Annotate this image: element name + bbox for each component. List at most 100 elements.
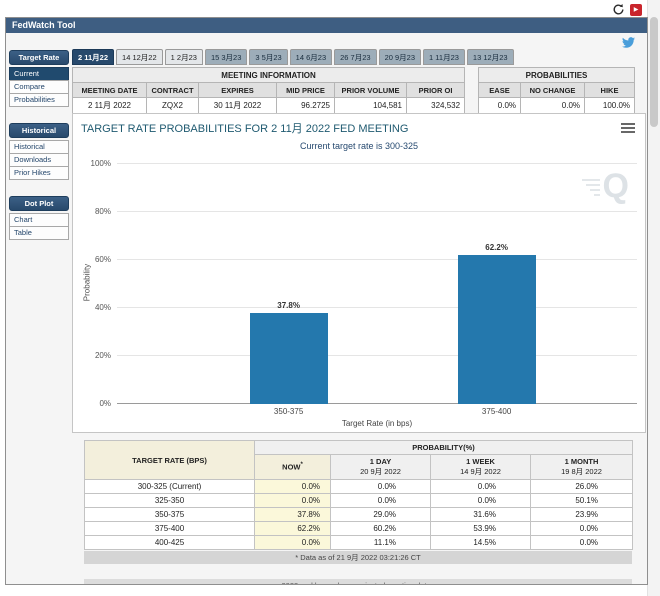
column-header-1day: 1 DAY 20 9月 2022: [330, 454, 431, 480]
probability-row: 300-325 (Current) 0.0% 0.0% 0.0% 26.0%: [84, 479, 633, 494]
sidebar-item-downloads[interactable]: Downloads: [9, 153, 69, 167]
table-title-row: MEETING INFORMATION: [71, 67, 466, 83]
tab-meeting-8[interactable]: 1 11月23: [423, 49, 465, 65]
scrollbar-thumb[interactable]: [650, 17, 658, 127]
tab-meeting-2[interactable]: 1 2月23: [164, 49, 203, 65]
now-cell: 62.2%: [254, 521, 331, 536]
bar-value-label: 62.2%: [485, 242, 508, 252]
prior-volume-value: 104,581: [334, 97, 407, 114]
y-axis-tick-label: 60%: [94, 255, 111, 264]
sidebar-item-chart[interactable]: Chart: [9, 213, 69, 227]
x-axis-categories: 350-375 375-400: [117, 407, 637, 417]
y-axis-tick-label: 0%: [99, 399, 111, 408]
page-scrollbar[interactable]: [647, 0, 660, 596]
window-title: FedWatch Tool: [12, 20, 76, 30]
tab-meeting-9[interactable]: 13 12月23: [466, 49, 514, 65]
x-axis-category-label: 350-375: [273, 407, 304, 416]
sidebar-header-target-rate[interactable]: Target Rate: [9, 50, 69, 65]
probability-row: 375-400 62.2% 60.2% 53.9% 0.0%: [84, 521, 633, 536]
column-header-prior-oi: PRIOR OI: [405, 82, 466, 98]
table-title-row: PROBABILITIES: [477, 67, 636, 83]
sidebar-header-historical[interactable]: Historical: [9, 123, 69, 138]
plot-area: 0% 20% 40% 60% 80% 100% 37.8% 62.2%: [91, 160, 637, 408]
probabilities-title: PROBABILITIES: [477, 67, 636, 83]
day-cell: 0.0%: [330, 479, 431, 494]
mid-price-value: 96.2725: [276, 97, 335, 114]
column-header-hike: HIKE: [583, 82, 636, 98]
gridline: [117, 307, 637, 308]
target-rate-cell: 375-400: [84, 521, 255, 536]
week-cell: 0.0%: [430, 479, 531, 494]
sidebar-group-historical: Historical Historical Downloads Prior Hi…: [9, 123, 69, 180]
data-as-of-footnote: * Data as of 21 9月 2022 03:21:26 CT: [84, 551, 632, 564]
play-glyph: ▶: [633, 6, 639, 13]
column-header-1month: 1 MONTH 19 8月 2022: [530, 454, 633, 480]
month-cell: 0.0%: [530, 535, 633, 550]
day-cell: 60.2%: [330, 521, 431, 536]
tab-meeting-1[interactable]: 14 12月22: [116, 49, 163, 65]
sidebar-item-table[interactable]: Table: [9, 226, 69, 240]
tab-meeting-6[interactable]: 26 7月23: [334, 49, 377, 65]
tab-meeting-3[interactable]: 15 3月23: [204, 49, 248, 65]
now-cell: 0.0%: [254, 535, 331, 550]
refresh-icon[interactable]: [612, 3, 625, 16]
week-cell: 53.9%: [430, 521, 531, 536]
probability-table-section: TARGET RATE (BPS) PROBABILITY(%) NOW* 1 …: [84, 440, 633, 584]
column-header-mid-price: MID PRICE: [276, 82, 335, 98]
table-header-row: EASE NO CHANGE HIKE: [478, 82, 636, 98]
day-cell: 29.0%: [330, 507, 431, 522]
tab-meeting-0[interactable]: 2 11月22: [72, 49, 115, 65]
week-cell: 0.0%: [430, 493, 531, 508]
sidebar-item-prior-hikes[interactable]: Prior Hikes: [9, 166, 69, 180]
column-header-ease: EASE: [478, 82, 521, 98]
bar-350-375[interactable]: [249, 313, 328, 404]
now-cell: 0.0%: [254, 479, 331, 494]
y-axis-tick-label: 20%: [94, 351, 111, 360]
watermark-letter: Q: [602, 167, 629, 205]
contract-value: ZQX2: [146, 97, 199, 114]
window-titlebar: FedWatch Tool: [6, 18, 647, 33]
sidebar-header-dot-plot[interactable]: Dot Plot: [9, 196, 69, 211]
sidebar-item-probabilities[interactable]: Probabilities: [9, 93, 69, 107]
table-value-row: 0.0% 0.0% 100.0%: [478, 97, 636, 114]
month-cell: 26.0%: [530, 479, 633, 494]
chart-menu-icon[interactable]: [621, 123, 635, 135]
bar-375-400[interactable]: [457, 254, 536, 404]
y-axis-tick-label: 80%: [94, 207, 111, 216]
day-cell: 0.0%: [330, 493, 431, 508]
video-help-icon[interactable]: ▶: [630, 3, 642, 16]
tab-meeting-4[interactable]: 3 5月23: [249, 49, 288, 65]
probability-row: 325-350 0.0% 0.0% 0.0% 50.1%: [84, 493, 633, 508]
target-rate-cell: 325-350: [84, 493, 255, 508]
prior-oi-value: 324,532: [405, 97, 466, 114]
sidebar-item-historical[interactable]: Historical: [9, 140, 69, 154]
probability-row: 400-425 0.0% 11.1% 14.5% 0.0%: [84, 535, 633, 550]
sidebar-item-compare[interactable]: Compare: [9, 80, 69, 94]
tab-meeting-5[interactable]: 14 6月23: [289, 49, 333, 65]
x-axis-category-label: 375-400: [481, 407, 512, 416]
target-rate-header: TARGET RATE (BPS): [84, 440, 255, 480]
month-cell: 0.0%: [530, 521, 633, 536]
probabilities-summary-table: PROBABILITIES EASE NO CHANGE HIKE 0.0% 0…: [477, 67, 636, 114]
month-cell: 50.1%: [530, 493, 633, 508]
column-header-meeting-date: MEETING DATE: [72, 82, 147, 98]
chart-subtitle: Current target rate is 300-325: [299, 141, 419, 151]
sidebar-item-current[interactable]: Current: [9, 67, 69, 81]
y-axis-tick-label: 40%: [94, 303, 111, 312]
hike-value: 100.0%: [583, 97, 636, 114]
now-cell: 0.0%: [254, 493, 331, 508]
twitter-icon[interactable]: [622, 36, 635, 54]
tab-meeting-7[interactable]: 20 9月23: [378, 49, 422, 65]
probability-group-header: PROBABILITY(%): [254, 440, 633, 455]
chart-title: TARGET RATE PROBABILITIES FOR 2 11月 2022…: [81, 123, 409, 135]
top-icons: ▶: [612, 3, 642, 16]
column-header-1week: 1 WEEK 14 9月 2022: [430, 454, 531, 480]
table-subheader-row: NOW* 1 DAY 20 9月 2022 1 WEEK 14 9月 2022 1 …: [85, 454, 633, 480]
week-cell: 14.5%: [430, 535, 531, 550]
fedwatch-tool-window: FedWatch Tool Target Rate Current Compar…: [5, 17, 648, 585]
projected-dates-footnote: 2023 and beyond are projected meeting da…: [84, 579, 632, 584]
expires-value: 30 11月 2022: [198, 97, 277, 114]
no-change-value: 0.0%: [520, 97, 585, 114]
month-cell: 23.9%: [530, 507, 633, 522]
column-header-no-change: NO CHANGE: [520, 82, 585, 98]
